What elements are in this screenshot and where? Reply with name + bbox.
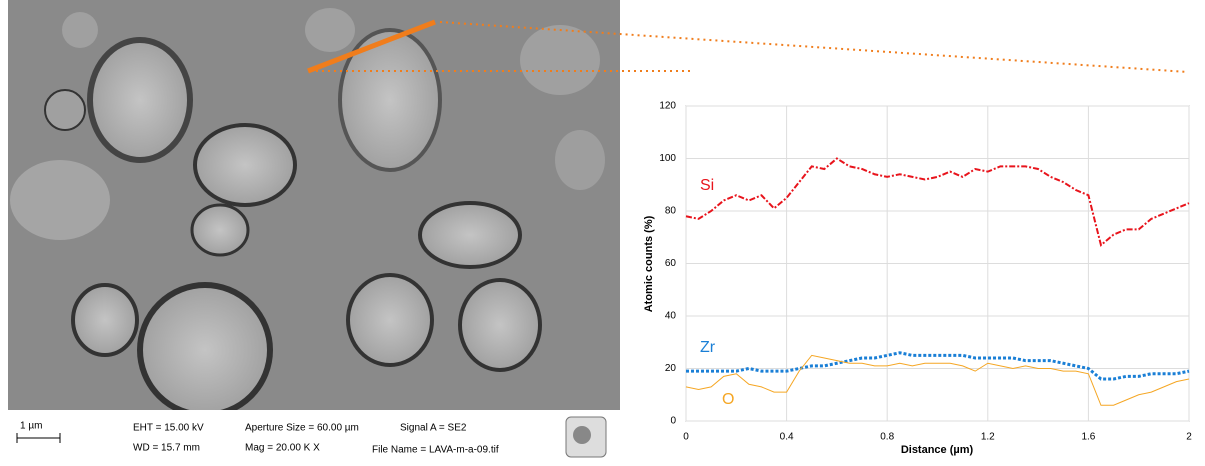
y-tick-label: 60 xyxy=(665,258,677,269)
series-label: Si xyxy=(700,177,714,194)
y-tick-label: 20 xyxy=(665,363,677,374)
sem-info: Signal A = SE2 xyxy=(400,423,467,434)
sem-info: EHT = 15.00 kV xyxy=(133,423,204,434)
y-tick-label: 100 xyxy=(659,153,676,164)
x-tick-label: 1.6 xyxy=(1081,432,1095,443)
y-tick-label: 0 xyxy=(670,416,676,427)
x-axis-title: Distance (µm) xyxy=(901,444,974,456)
y-tick-label: 120 xyxy=(659,101,676,112)
y-tick-label: 80 xyxy=(665,206,677,217)
scale-bar-label: 1 µm xyxy=(20,421,42,432)
x-tick-label: 0 xyxy=(683,432,689,443)
sem-info: WD = 15.7 mm xyxy=(133,443,200,454)
series-label: Zr xyxy=(700,339,716,356)
sem-image xyxy=(8,0,620,461)
page: 1 µm EHT = 15.00 kV WD = 15.7 mm Apertur… xyxy=(0,0,1205,461)
figure: 1 µm EHT = 15.00 kV WD = 15.7 mm Apertur… xyxy=(0,0,1205,461)
x-tick-label: 1.2 xyxy=(981,432,995,443)
x-tick-label: 2 xyxy=(1186,432,1192,443)
sem-info: Aperture Size = 60.00 µm xyxy=(245,423,359,434)
sem-info: File Name = LAVA-m-a-09.tif xyxy=(372,445,499,456)
y-tick-label: 40 xyxy=(665,311,677,322)
sem-info: Mag = 20.00 K X xyxy=(245,443,320,454)
x-tick-label: 0.8 xyxy=(880,432,894,443)
x-tick-label: 0.4 xyxy=(780,432,794,443)
series-label: O xyxy=(722,391,734,408)
y-axis-title: Atomic counts (%) xyxy=(643,215,655,312)
